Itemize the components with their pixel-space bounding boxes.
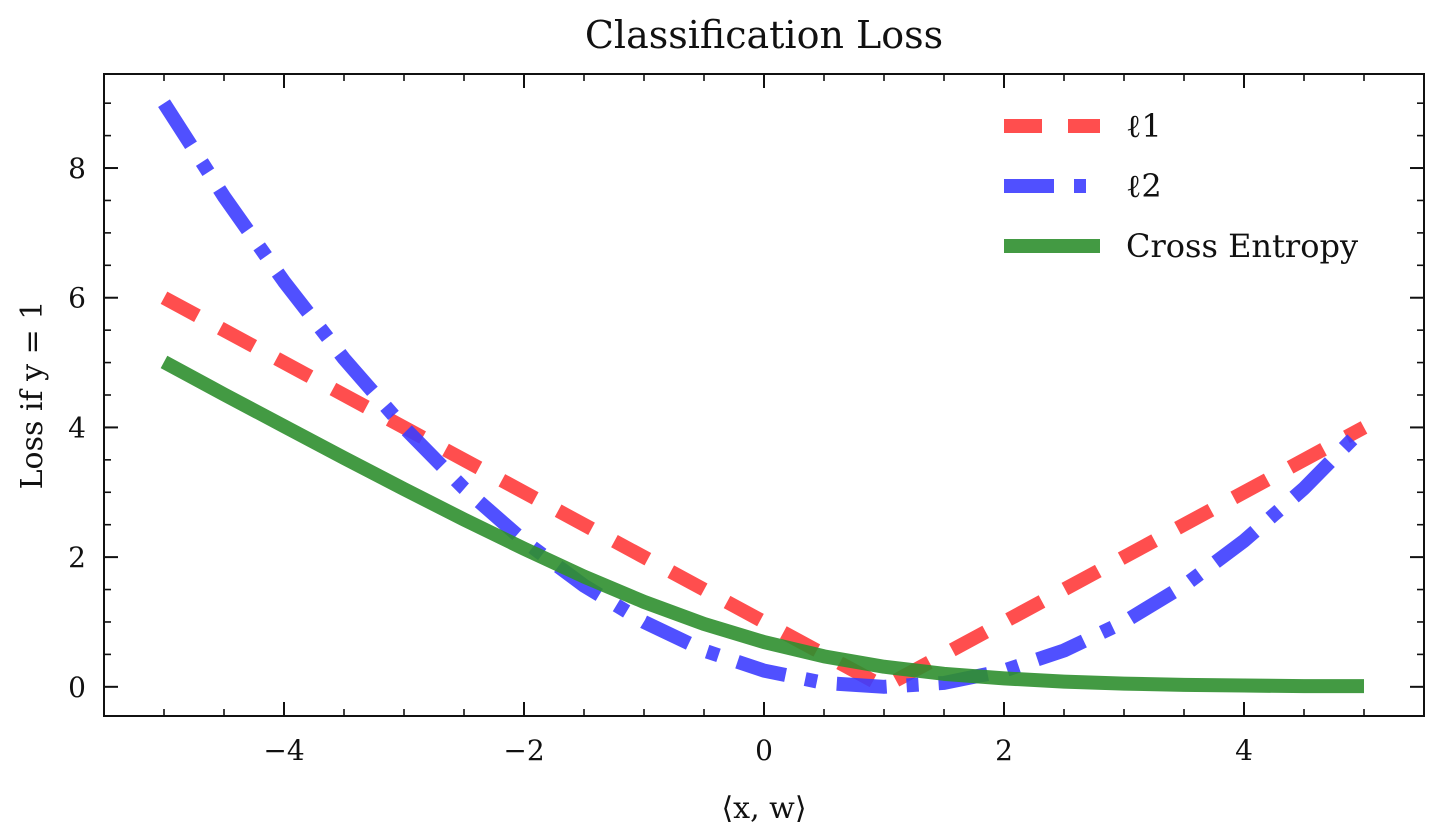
x-axis-label: ⟨x, w⟩ xyxy=(721,791,806,826)
plot-area xyxy=(158,99,1369,694)
x-tick-label: 4 xyxy=(1235,734,1253,767)
legend: ℓ1 ℓ2 Cross Entropy xyxy=(1004,107,1358,265)
series-line-0 xyxy=(160,291,1368,694)
legend-label-1: ℓ2 xyxy=(1126,167,1162,205)
series-line-1 xyxy=(158,99,1369,694)
y-tick-label: 8 xyxy=(68,152,86,185)
y-axis-label: Loss if y = 1 xyxy=(15,301,50,490)
y-tick-label: 0 xyxy=(68,671,86,704)
y-tick-label: 2 xyxy=(68,541,86,574)
x-tick-label: −2 xyxy=(503,734,544,767)
legend-label-2: Cross Entropy xyxy=(1126,227,1358,265)
series-line-2 xyxy=(160,355,1364,694)
y-tick-label: 6 xyxy=(68,282,86,315)
legend-label-0: ℓ1 xyxy=(1126,107,1162,145)
chart-title: Classification Loss xyxy=(585,13,943,57)
x-tick-label: 0 xyxy=(755,734,773,767)
x-tick-label: 2 xyxy=(995,734,1013,767)
y-tick-label: 4 xyxy=(68,411,86,444)
axes: −4 −2 0 2 4 0 2 4 6 8 xyxy=(68,73,1425,767)
x-tick-label: −4 xyxy=(263,734,304,767)
